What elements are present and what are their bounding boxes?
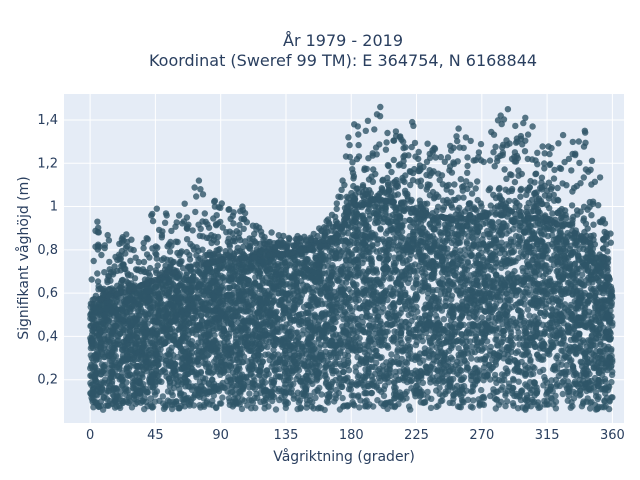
data-point [299, 375, 306, 382]
data-point [532, 333, 539, 340]
data-point [578, 271, 586, 278]
data-point [261, 405, 268, 412]
data-point [309, 380, 316, 388]
data-point [510, 402, 517, 409]
data-point [468, 343, 475, 351]
data-point [440, 316, 448, 323]
data-point [158, 378, 165, 385]
data-point [496, 297, 504, 304]
data-point [478, 314, 486, 321]
data-point [543, 389, 551, 396]
data-point [563, 362, 570, 369]
data-point [521, 362, 529, 369]
data-point [382, 341, 389, 349]
data-point [522, 351, 529, 358]
data-point [539, 280, 546, 287]
data-point [553, 365, 561, 372]
data-point [420, 399, 427, 407]
data-point [433, 403, 440, 410]
data-points [87, 103, 616, 414]
data-point [552, 405, 560, 412]
data-point [202, 360, 209, 368]
data-point [98, 361, 106, 368]
data-point [463, 266, 471, 273]
data-point [282, 404, 289, 412]
data-point [560, 262, 567, 269]
data-point [406, 345, 413, 353]
data-point [337, 337, 344, 344]
data-point [362, 390, 369, 397]
data-point [569, 402, 576, 410]
data-point [169, 337, 177, 344]
data-point [478, 386, 485, 394]
data-point [515, 378, 522, 385]
data-point [373, 248, 380, 255]
data-point [167, 348, 175, 355]
data-point [421, 304, 429, 312]
data-point [521, 301, 528, 308]
data-point [271, 366, 278, 373]
data-point [412, 341, 420, 349]
data-point [259, 358, 266, 365]
data-point [446, 380, 453, 387]
data-point [457, 404, 464, 411]
data-point [219, 394, 226, 401]
chart-subtitle: Koordinat (Sweref 99 TM): E 364754, N 61… [149, 51, 537, 70]
data-point [494, 388, 501, 395]
data-point [527, 321, 534, 328]
data-point [559, 390, 566, 398]
data-point [516, 393, 523, 400]
data-point [470, 397, 477, 404]
data-point [413, 273, 420, 281]
data-point [419, 370, 426, 377]
data-point [356, 404, 363, 411]
data-point [352, 232, 359, 240]
chart-title: År 1979 - 2019 [283, 31, 403, 50]
data-point [391, 254, 398, 261]
data-point [357, 397, 364, 404]
data-point [490, 295, 498, 302]
data-point [225, 265, 232, 272]
data-point [474, 237, 481, 244]
data-point [469, 404, 476, 411]
data-point [202, 375, 209, 382]
data-point [296, 299, 303, 306]
data-point [451, 271, 458, 279]
data-point [159, 393, 167, 400]
data-point [414, 326, 421, 334]
data-point [225, 320, 232, 327]
data-point [482, 219, 489, 227]
data-point [356, 372, 363, 379]
data-point [316, 404, 323, 411]
data-point [338, 383, 345, 390]
data-point [333, 277, 341, 284]
data-point [177, 392, 184, 399]
data-point [461, 246, 468, 253]
data-point [296, 321, 303, 328]
data-point [339, 394, 346, 402]
data-point [305, 372, 313, 379]
data-point [160, 405, 168, 412]
data-point [458, 367, 465, 374]
data-point [361, 220, 368, 227]
data-point [332, 392, 340, 399]
